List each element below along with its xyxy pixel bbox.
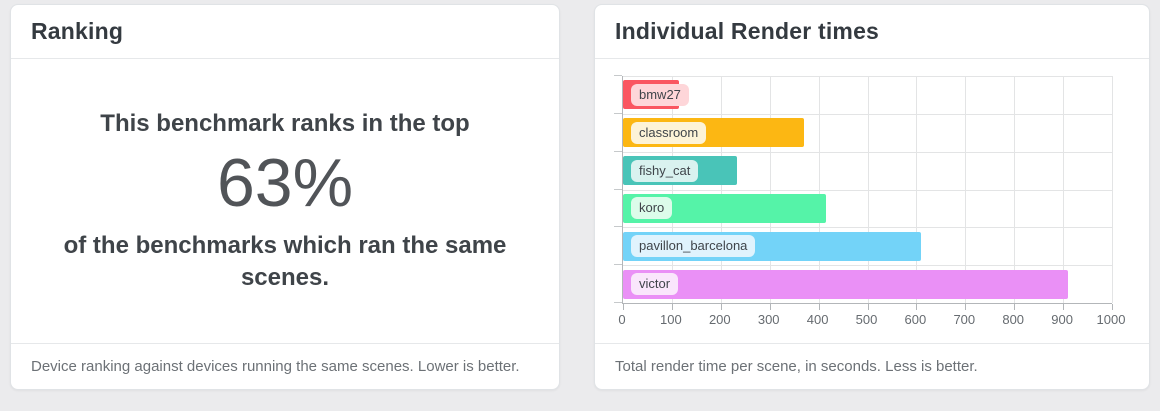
- chart-row: koro: [623, 190, 1112, 228]
- y-axis-tick: [614, 75, 622, 76]
- x-tick-label: 900: [1051, 312, 1073, 327]
- x-axis-tick: [916, 304, 918, 310]
- y-axis-tick: [614, 226, 622, 228]
- bar-pavillon_barcelona: pavillon_barcelona: [623, 231, 922, 261]
- ranking-footer-text: Device ranking against devices running t…: [31, 358, 520, 375]
- render-times-card-title: Individual Render times: [615, 18, 880, 44]
- x-tick-label: 100: [660, 312, 682, 327]
- x-axis-tick: [1014, 304, 1016, 310]
- ranking-card-body: This benchmark ranks in the top 63% of t…: [11, 59, 559, 343]
- ranking-intro-text: This benchmark ranks in the top: [100, 109, 470, 137]
- x-axis-tick: [1063, 304, 1065, 310]
- render-times-card-footer: Total render time per scene, in seconds.…: [595, 343, 1149, 389]
- y-axis-tick: [614, 150, 622, 152]
- x-tick-label: 500: [855, 312, 878, 327]
- x-tick-label: 400: [806, 312, 829, 327]
- x-axis-tick: [720, 304, 722, 310]
- x-axis-tick: [1112, 304, 1113, 310]
- ranking-card-header: Ranking: [11, 5, 559, 59]
- x-tick-label: 700: [953, 312, 976, 327]
- render-times-card: Individual Render times bmw27 classroom fi…: [594, 4, 1150, 390]
- bar-classroom: classroom: [623, 118, 805, 148]
- y-axis-tick: [614, 264, 622, 266]
- horizontal-gridline: [623, 227, 1112, 229]
- x-tick-label: 200: [708, 312, 731, 327]
- horizontal-gridline: [623, 76, 1112, 77]
- bar-koro: koro: [623, 193, 826, 223]
- bar-label-chip: koro: [631, 197, 673, 220]
- y-axis-tick: [614, 188, 622, 190]
- chart-row: pavillon_barcelona: [623, 227, 1112, 265]
- bar-fishy_cat: fishy_cat: [623, 156, 737, 186]
- x-axis-tick: [965, 304, 967, 310]
- x-tick-label: 1000: [1096, 312, 1126, 327]
- bar-label-chip: fishy_cat: [631, 159, 699, 182]
- x-tick-label: 800: [1002, 312, 1025, 327]
- x-axis-tick: [769, 304, 771, 310]
- x-axis-tick: [671, 304, 673, 310]
- bar-bmw27: bmw27: [623, 80, 689, 110]
- horizontal-gridline: [623, 151, 1112, 153]
- ranking-outro-text: of the benchmarks which ran the same sce…: [63, 231, 507, 291]
- chart-row: victor: [623, 265, 1112, 303]
- horizontal-gridline: [623, 113, 1112, 115]
- chart-x-axis-labels: 0 100 200 300 400 500 600 700 800 900 1000: [618, 312, 1125, 332]
- bar-label-chip: classroom: [631, 121, 707, 144]
- bar-label-chip: victor: [631, 273, 679, 296]
- bar-victor: victor: [623, 269, 1068, 299]
- x-tick-label: 0: [618, 312, 626, 327]
- render-times-card-header: Individual Render times: [595, 5, 1149, 59]
- y-axis-tick: [614, 112, 622, 114]
- x-axis-tick: [818, 304, 820, 310]
- x-axis-tick: [623, 304, 624, 310]
- horizontal-gridline: [623, 189, 1112, 191]
- y-axis-tick: [614, 302, 622, 303]
- render-times-footer-text: Total render time per scene, in seconds.…: [615, 358, 978, 375]
- chart-row: classroom: [623, 114, 1112, 152]
- ranking-card-footer: Device ranking against devices running t…: [11, 343, 559, 389]
- ranking-card: Ranking This benchmark ranks in the top …: [10, 4, 560, 390]
- vertical-gridline: [1112, 76, 1113, 303]
- chart-row: bmw27: [623, 76, 1112, 114]
- bar-label-chip: pavillon_barcelona: [631, 235, 756, 258]
- x-tick-label: 300: [757, 312, 780, 327]
- x-axis-tick: [867, 304, 869, 310]
- bar-label-chip: bmw27: [631, 83, 689, 106]
- horizontal-gridline: [623, 265, 1112, 267]
- ranking-percentile-value: 63%: [216, 145, 354, 222]
- x-tick-label: 600: [904, 312, 927, 327]
- ranking-card-title: Ranking: [31, 18, 124, 44]
- chart-row: fishy_cat: [623, 152, 1112, 190]
